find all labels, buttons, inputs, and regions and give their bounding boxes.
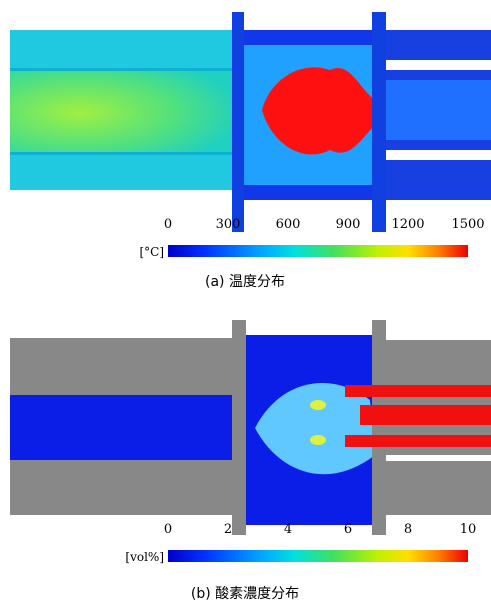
- colorbar-tick-label: 10: [460, 522, 477, 537]
- colorbar-unit: [°C]: [139, 245, 164, 259]
- colorbar-unit: [vol%]: [125, 550, 164, 564]
- caption: (b) 酸素濃度分布: [191, 586, 299, 602]
- colorbar-tick-label: 6: [344, 522, 352, 537]
- colorbar-tick-label: 0: [164, 217, 172, 232]
- colorbar-tick-label: 300: [216, 217, 241, 232]
- colorbar-tick-label: 1500: [451, 217, 484, 232]
- colorbar: [168, 245, 468, 257]
- colorbar-tick-label: 600: [276, 217, 301, 232]
- temperature-contour: [10, 12, 491, 232]
- colorbar-tick-label: 1200: [391, 217, 424, 232]
- oxygen-contour: [10, 320, 491, 535]
- colorbar-tick-label: 4: [284, 522, 292, 537]
- figure: 0 300 600 900 1200 1500 [°C] (a) 温度分布 0 2 4 6 8 10 [vo…: [0, 0, 491, 612]
- colorbar: [168, 550, 468, 562]
- colorbar-tick-label: 8: [404, 522, 412, 537]
- caption: (a) 温度分布: [205, 274, 285, 290]
- colorbar-tick-label: 900: [336, 217, 361, 232]
- colorbar-tick-label: 2: [224, 522, 232, 537]
- colorbar-tick-label: 0: [164, 522, 172, 537]
